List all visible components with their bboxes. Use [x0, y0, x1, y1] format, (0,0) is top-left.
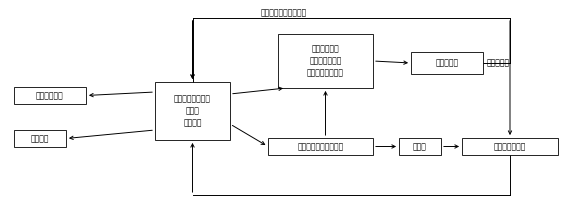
Text: 开发性不足: 开发性不足 — [487, 59, 510, 67]
FancyBboxPatch shape — [399, 138, 441, 155]
FancyBboxPatch shape — [462, 138, 558, 155]
FancyBboxPatch shape — [14, 87, 86, 104]
Text: 痕分轻组分风扑: 痕分轻组分风扑 — [494, 142, 526, 151]
Text: 轻组分: 轻组分 — [413, 142, 427, 151]
FancyBboxPatch shape — [411, 52, 483, 74]
Text: 生物柴油外来: 生物柴油外来 — [36, 91, 64, 100]
FancyBboxPatch shape — [155, 82, 230, 140]
FancyBboxPatch shape — [278, 34, 373, 88]
Text: 油库（植物原材）
初别分
生物柴油: 油库（植物原材） 初别分 生物柴油 — [174, 95, 211, 127]
Text: 轻组分分离及部分留样: 轻组分分离及部分留样 — [298, 142, 344, 151]
Text: 开发性合适，最佳适情: 开发性合适，最佳适情 — [261, 8, 307, 17]
Text: 油油散发扫: 油油散发扫 — [436, 59, 458, 67]
FancyBboxPatch shape — [14, 130, 66, 147]
FancyBboxPatch shape — [268, 138, 373, 155]
Text: 调整油油密度
调整利用分含量
调整生物柴油含量: 调整油油密度 调整利用分含量 调整生物柴油含量 — [307, 45, 344, 77]
Text: 油油外来: 油油外来 — [31, 134, 49, 143]
